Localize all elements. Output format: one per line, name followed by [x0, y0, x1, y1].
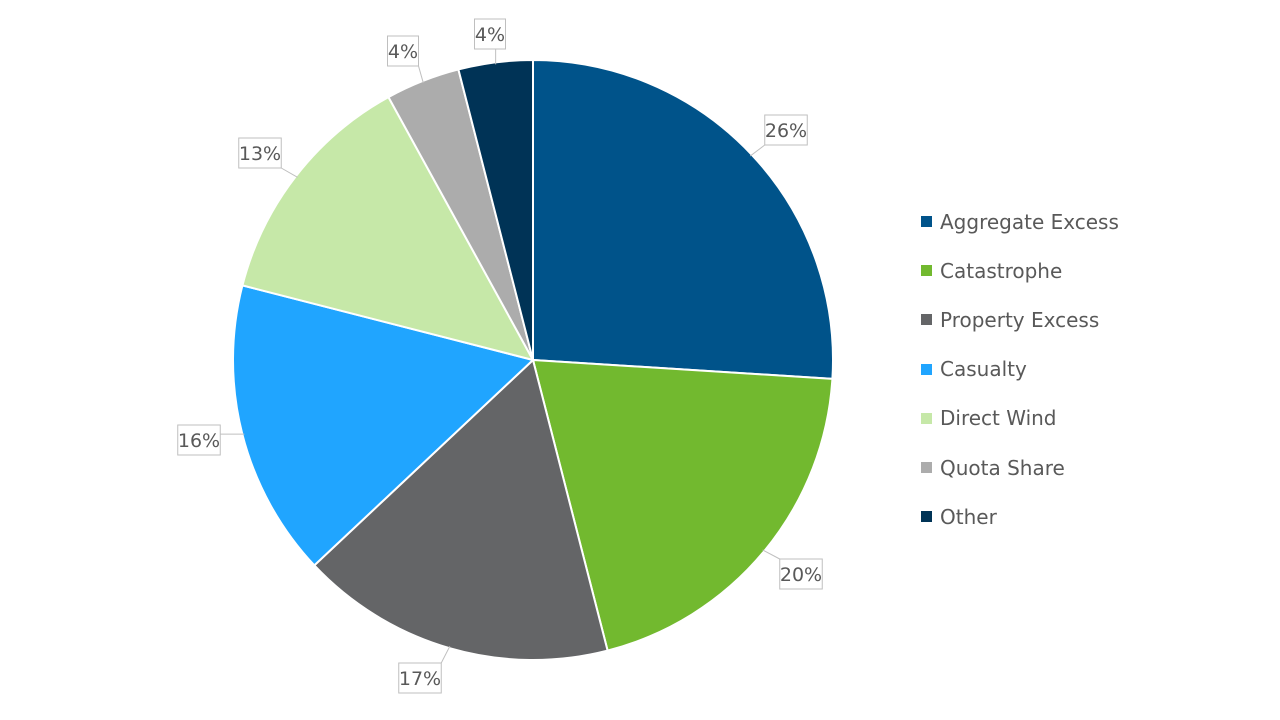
- legend-item: Property Excess: [921, 295, 1119, 344]
- data-label: 26%: [765, 120, 807, 142]
- data-label-box: [238, 137, 282, 169]
- legend-item: Other: [921, 492, 1119, 541]
- legend-label: Property Excess: [940, 307, 1100, 332]
- legend-label: Aggregate Excess: [940, 209, 1119, 234]
- data-label: 17%: [399, 668, 441, 690]
- data-label: 20%: [780, 564, 822, 586]
- pie-slices: [232, 58, 834, 661]
- pie-data-labels: 26% 20% 17% 16% 13% 4% 4%: [177, 18, 823, 694]
- label-leader-line: [281, 167, 298, 178]
- legend-label: Other: [940, 504, 997, 529]
- legend-item: Quota Share: [921, 443, 1119, 492]
- data-label-box: [779, 558, 823, 590]
- data-label: 13%: [239, 143, 281, 165]
- legend-label: Quota Share: [940, 455, 1065, 480]
- data-label-box: [474, 18, 506, 50]
- data-label-box: [177, 424, 221, 456]
- legend-label: Direct Wind: [940, 406, 1057, 431]
- label-leader-line: [762, 549, 780, 560]
- data-label: 16%: [178, 430, 220, 452]
- data-label: 4%: [388, 41, 418, 63]
- legend-swatch: [921, 314, 932, 326]
- legend-swatch: [921, 511, 932, 523]
- chart-legend: Aggregate Excess Catastrophe Property Exce…: [921, 197, 1119, 541]
- label-leader-line: [418, 65, 424, 84]
- legend-item: Direct Wind: [921, 394, 1119, 443]
- legend-swatch: [921, 216, 932, 228]
- legend-swatch: [921, 363, 932, 375]
- data-label: 4%: [475, 24, 505, 46]
- pie-slice-aggregate-excess: [532, 58, 834, 380]
- legend-item: Aggregate Excess: [921, 197, 1119, 246]
- legend-swatch: [921, 462, 932, 474]
- data-label-box: [398, 662, 442, 694]
- legend-label: Casualty: [940, 357, 1027, 382]
- legend-label: Catastrophe: [940, 258, 1063, 283]
- legend-swatch: [921, 265, 932, 277]
- label-leader-line: [440, 645, 451, 664]
- legend-item: Catastrophe: [921, 246, 1119, 295]
- label-leader-line: [749, 144, 766, 157]
- data-label-box: [387, 35, 419, 67]
- legend-item: Casualty: [921, 345, 1119, 394]
- data-label-box: [764, 114, 808, 146]
- legend-swatch: [921, 412, 932, 424]
